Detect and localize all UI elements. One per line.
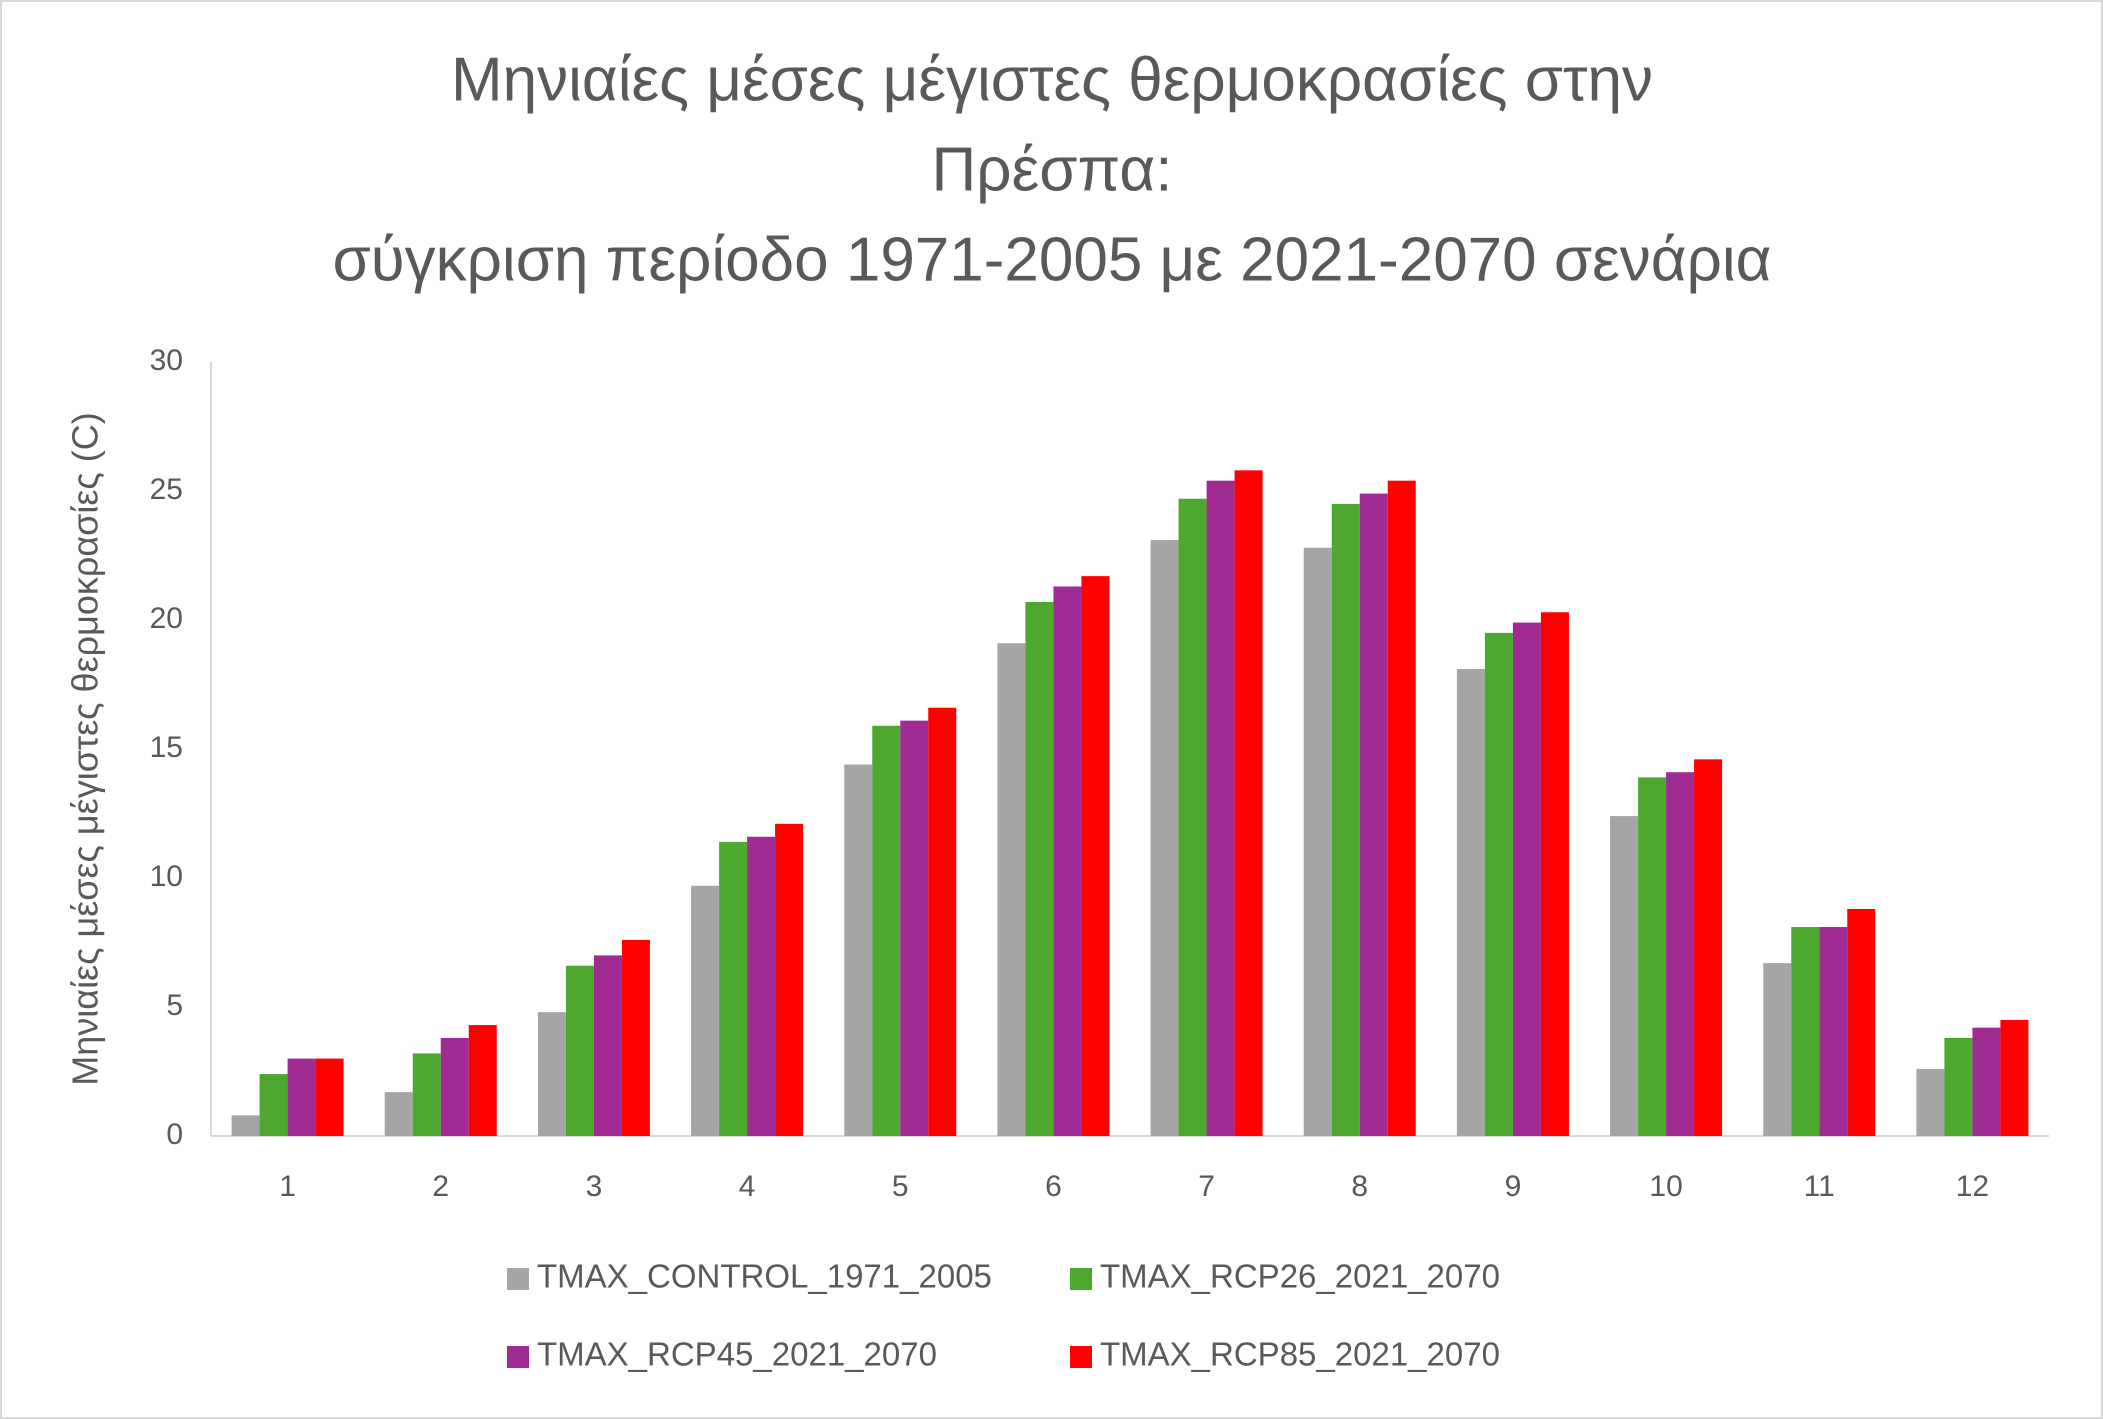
legend-label: TMAX_RCP45_2021_2070 (537, 1336, 937, 1373)
bar (315, 1058, 344, 1136)
bar (412, 1053, 441, 1136)
bar (259, 1074, 288, 1136)
bar (593, 955, 622, 1136)
bar (900, 720, 929, 1136)
bar (621, 939, 650, 1136)
bar (691, 885, 720, 1136)
chart-title: Μηνιαίες μέσες μέγιστες θερμοκρασίες στη… (451, 45, 1653, 114)
bar (287, 1058, 316, 1136)
bar (1331, 503, 1360, 1136)
x-tick-label: 2 (432, 1170, 449, 1203)
bar (1694, 759, 1723, 1136)
bar (775, 823, 804, 1136)
bar (844, 764, 873, 1136)
y-tick-label: 0 (166, 1118, 183, 1151)
bar (1791, 927, 1820, 1136)
bar (1359, 493, 1388, 1137)
bar (1456, 669, 1485, 1136)
x-tick-label: 1 (279, 1170, 296, 1203)
bar (231, 1115, 260, 1136)
legend-swatch (1070, 1268, 1092, 1290)
bar (1916, 1068, 1945, 1136)
y-tick-label: 25 (150, 473, 183, 506)
x-tick-label: 8 (1351, 1170, 1368, 1203)
bar (1150, 540, 1179, 1136)
legend-swatch (507, 1268, 529, 1290)
legend-swatch (507, 1346, 529, 1368)
bar (1666, 772, 1695, 1136)
x-tick-label: 6 (1045, 1170, 1062, 1203)
bar (1303, 547, 1332, 1136)
bar (747, 836, 776, 1136)
bar (1847, 908, 1876, 1136)
bar (384, 1092, 413, 1136)
bar (440, 1037, 469, 1136)
legend-swatch (1070, 1346, 1092, 1368)
x-tick-label: 10 (1649, 1170, 1682, 1203)
x-tick-label: 4 (739, 1170, 756, 1203)
legend-label: TMAX_RCP26_2021_2070 (1100, 1258, 1500, 1295)
bar (1540, 612, 1569, 1136)
x-tick-label: 5 (892, 1170, 909, 1203)
bar (1484, 632, 1513, 1136)
bar (1178, 498, 1207, 1136)
bar (1025, 601, 1054, 1136)
bar (1944, 1037, 1973, 1136)
y-tick-label: 20 (150, 602, 183, 635)
bar (537, 1012, 566, 1136)
x-tick-label: 7 (1198, 1170, 1215, 1203)
bar (2000, 1019, 2029, 1136)
bar (1819, 927, 1848, 1136)
bar (719, 841, 748, 1136)
bar (468, 1025, 497, 1136)
bar (1053, 586, 1082, 1136)
bar (1972, 1027, 2001, 1136)
y-tick-label: 10 (150, 860, 183, 893)
y-axis-label: Μηνιαίες μέσες μέγιστες θερμοκρασίες (C) (65, 412, 106, 1085)
chart-title: σύγκριση περίοδο 1971-2005 με 2021-2070 … (332, 225, 1771, 294)
x-tick-label: 3 (586, 1170, 603, 1203)
x-tick-label: 12 (1956, 1170, 1989, 1203)
bar (1387, 480, 1416, 1136)
bar (872, 725, 901, 1136)
chart-title: Πρέσπα: (932, 135, 1173, 204)
x-tick-label: 11 (1804, 1170, 1835, 1203)
y-tick-label: 5 (166, 989, 183, 1022)
legend-label: TMAX_CONTROL_1971_2005 (537, 1258, 992, 1295)
bar (1763, 963, 1792, 1136)
bar (997, 643, 1026, 1136)
y-tick-label: 15 (150, 731, 183, 764)
bar (1206, 480, 1235, 1136)
bar (1081, 576, 1110, 1136)
legend-label: TMAX_RCP85_2021_2070 (1100, 1336, 1500, 1373)
bar (1512, 622, 1541, 1136)
bar (1610, 816, 1639, 1136)
x-tick-label: 9 (1505, 1170, 1522, 1203)
y-tick-label: 30 (150, 344, 183, 377)
bar (1638, 777, 1667, 1136)
bar (928, 707, 957, 1136)
bar (1234, 470, 1263, 1136)
bar (565, 965, 594, 1136)
